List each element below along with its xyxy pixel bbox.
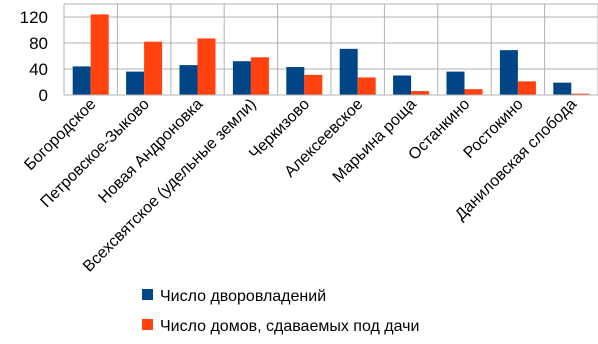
- y-tick-label: 120: [20, 8, 48, 27]
- bar-dachas: [571, 93, 590, 95]
- y-tick-labels: 0 40 80 120: [20, 8, 48, 105]
- legend-label: Число домов, сдаваемых под дачи: [160, 318, 419, 335]
- bar-dachas: [90, 14, 109, 95]
- legend-label: Число дворовладений: [160, 288, 326, 305]
- bar-dachas: [464, 89, 483, 95]
- bar-households: [232, 61, 251, 95]
- x-category-label: Новая Андроновка: [95, 96, 206, 207]
- bar-dachas: [304, 74, 323, 95]
- legend: Число дворовладений Число домов, сдаваемы…: [142, 288, 419, 335]
- y-tick-label: 0: [39, 86, 48, 105]
- bar-households: [446, 71, 465, 95]
- bar-dachas: [517, 81, 536, 95]
- bar-households: [393, 75, 412, 95]
- legend-swatch: [142, 289, 153, 300]
- bar-dachas: [250, 57, 269, 95]
- bar-households: [339, 48, 358, 95]
- bar-households: [126, 71, 145, 95]
- bar-households: [72, 66, 91, 95]
- y-tick-label: 80: [29, 34, 48, 53]
- bar-dachas: [197, 38, 216, 95]
- axes: [63, 4, 598, 96]
- bar-dachas: [357, 77, 376, 95]
- bar-dachas: [144, 41, 163, 95]
- bar-households: [553, 82, 572, 95]
- bars: [72, 14, 590, 95]
- bar-dachas: [411, 91, 430, 95]
- bar-households: [286, 67, 305, 95]
- bar-households: [179, 65, 198, 95]
- y-tick-label: 40: [29, 60, 48, 79]
- legend-swatch: [142, 319, 153, 330]
- bar-households: [499, 50, 518, 95]
